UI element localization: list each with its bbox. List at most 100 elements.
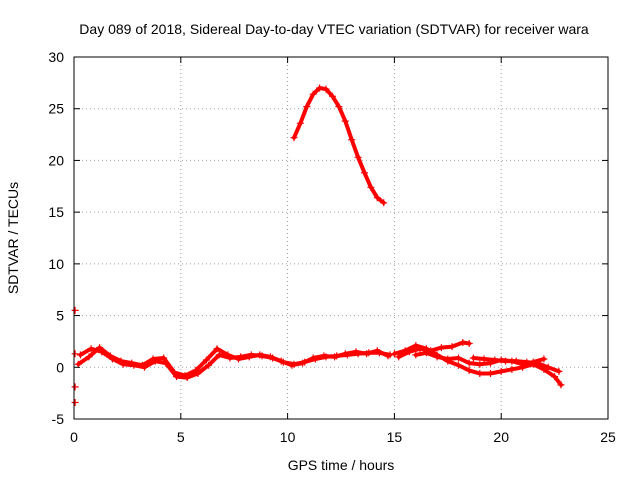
data-point-marker [487,370,494,377]
x-tick-label: 5 [177,429,185,445]
data-point-marker [444,355,452,363]
data-point-marker [296,119,304,127]
data-point-marker [96,344,104,352]
data-point-marker [540,355,548,363]
data-point-marker [544,363,552,371]
data-point-marker [205,361,213,369]
x-axis-label: GPS time / hours [288,457,395,473]
data-point-marker [303,103,311,111]
data-point-marker [71,383,79,391]
data-point-marker [469,354,477,362]
data-point-marker [465,366,473,374]
data-point-marker [87,345,95,353]
data-point-marker [437,344,445,352]
data-point-marker [235,355,242,363]
data-point-marker [433,353,441,361]
data-point-marker [555,367,563,375]
data-point-marker [170,369,178,376]
data-point-marker [405,348,413,356]
data-point-marker [395,353,403,361]
data-point-marker [316,84,324,92]
data-point-marker [390,350,398,358]
y-tick-label: 10 [48,256,64,272]
chart-title: Day 089 of 2018, Sidereal Day-to-day VTE… [79,21,589,37]
data-point-marker [341,350,349,358]
data-point-marker [352,348,360,356]
data-point-marker [519,360,527,368]
data-point-marker [480,355,488,363]
data-point-marker [363,350,371,358]
data-point-marker [224,351,232,359]
x-tick-label: 25 [600,429,616,445]
x-tick-label: 15 [387,429,403,445]
data-point-marker [267,353,274,361]
data-point-marker [367,183,375,191]
data-point-marker [335,103,343,111]
data-point-marker [192,366,200,374]
data-point-marker [85,353,93,361]
x-tick-label: 0 [70,429,78,445]
data-point-marker [551,373,559,381]
series-arc-f [412,349,548,368]
y-tick-label: 25 [48,101,64,117]
data-point-marker [380,199,388,207]
data-point-marker [497,367,505,375]
data-point-marker [106,352,114,360]
data-point-marker [76,351,84,359]
y-tick-label: 0 [56,359,64,375]
plot-frame [73,56,609,420]
data-point-marker [373,347,381,355]
data-point-marker [160,354,168,362]
x-tick-label: 10 [280,429,296,445]
data-point-marker [354,153,362,161]
x-tick-label: 20 [493,429,509,445]
data-point-marker [476,370,484,377]
y-tick-label: -5 [52,411,65,427]
data-point-marker [384,352,392,360]
data-point-marker [181,372,189,380]
data-point-marker [71,399,79,406]
data-point-marker [422,349,430,357]
y-tick-label: 5 [56,308,64,324]
data-point-marker [202,356,210,364]
data-point-marker [138,361,146,369]
data-point-marker [497,356,505,364]
data-point-marker [117,357,125,365]
data-point-marker [71,350,79,358]
data-point-marker [459,339,467,346]
data-point-marker [529,358,537,366]
data-point-marker [361,169,368,177]
data-point-marker [245,353,253,361]
series-arc-b [74,344,392,380]
tick-layer: 0 5 10 15 20 25 -5 0 5 10 15 20 25 30 [48,49,616,445]
data-point-marker [290,134,298,142]
data-point-marker [412,351,420,359]
data-point-marker [557,381,565,389]
series-arc-high [290,84,388,207]
y-tick-label: 30 [48,49,64,65]
data-point-marker [329,92,336,100]
data-point-marker [320,352,328,360]
data-point-marker [373,194,381,202]
data-point-marker [322,85,330,93]
data-point-marker [213,345,221,353]
data-point-marker [348,136,356,144]
data-point-marker [71,306,79,314]
data-point-marker [288,361,296,369]
data-point-marker [508,365,516,373]
y-tick-label: 20 [48,152,64,168]
series-layer [71,84,565,406]
data-point-marker [465,359,473,367]
data-point-marker [416,345,424,353]
data-point-marker [487,359,494,367]
data-point-marker [309,90,317,98]
data-point-marker [455,354,462,362]
y-axis-label: SDTVAR / TECUs [5,182,21,294]
series-arc-d [395,339,473,361]
data-point-marker [508,357,516,365]
data-point-marker [476,360,484,368]
data-point-marker [149,355,157,363]
series-outliers [71,306,79,406]
data-point-marker [448,343,456,351]
